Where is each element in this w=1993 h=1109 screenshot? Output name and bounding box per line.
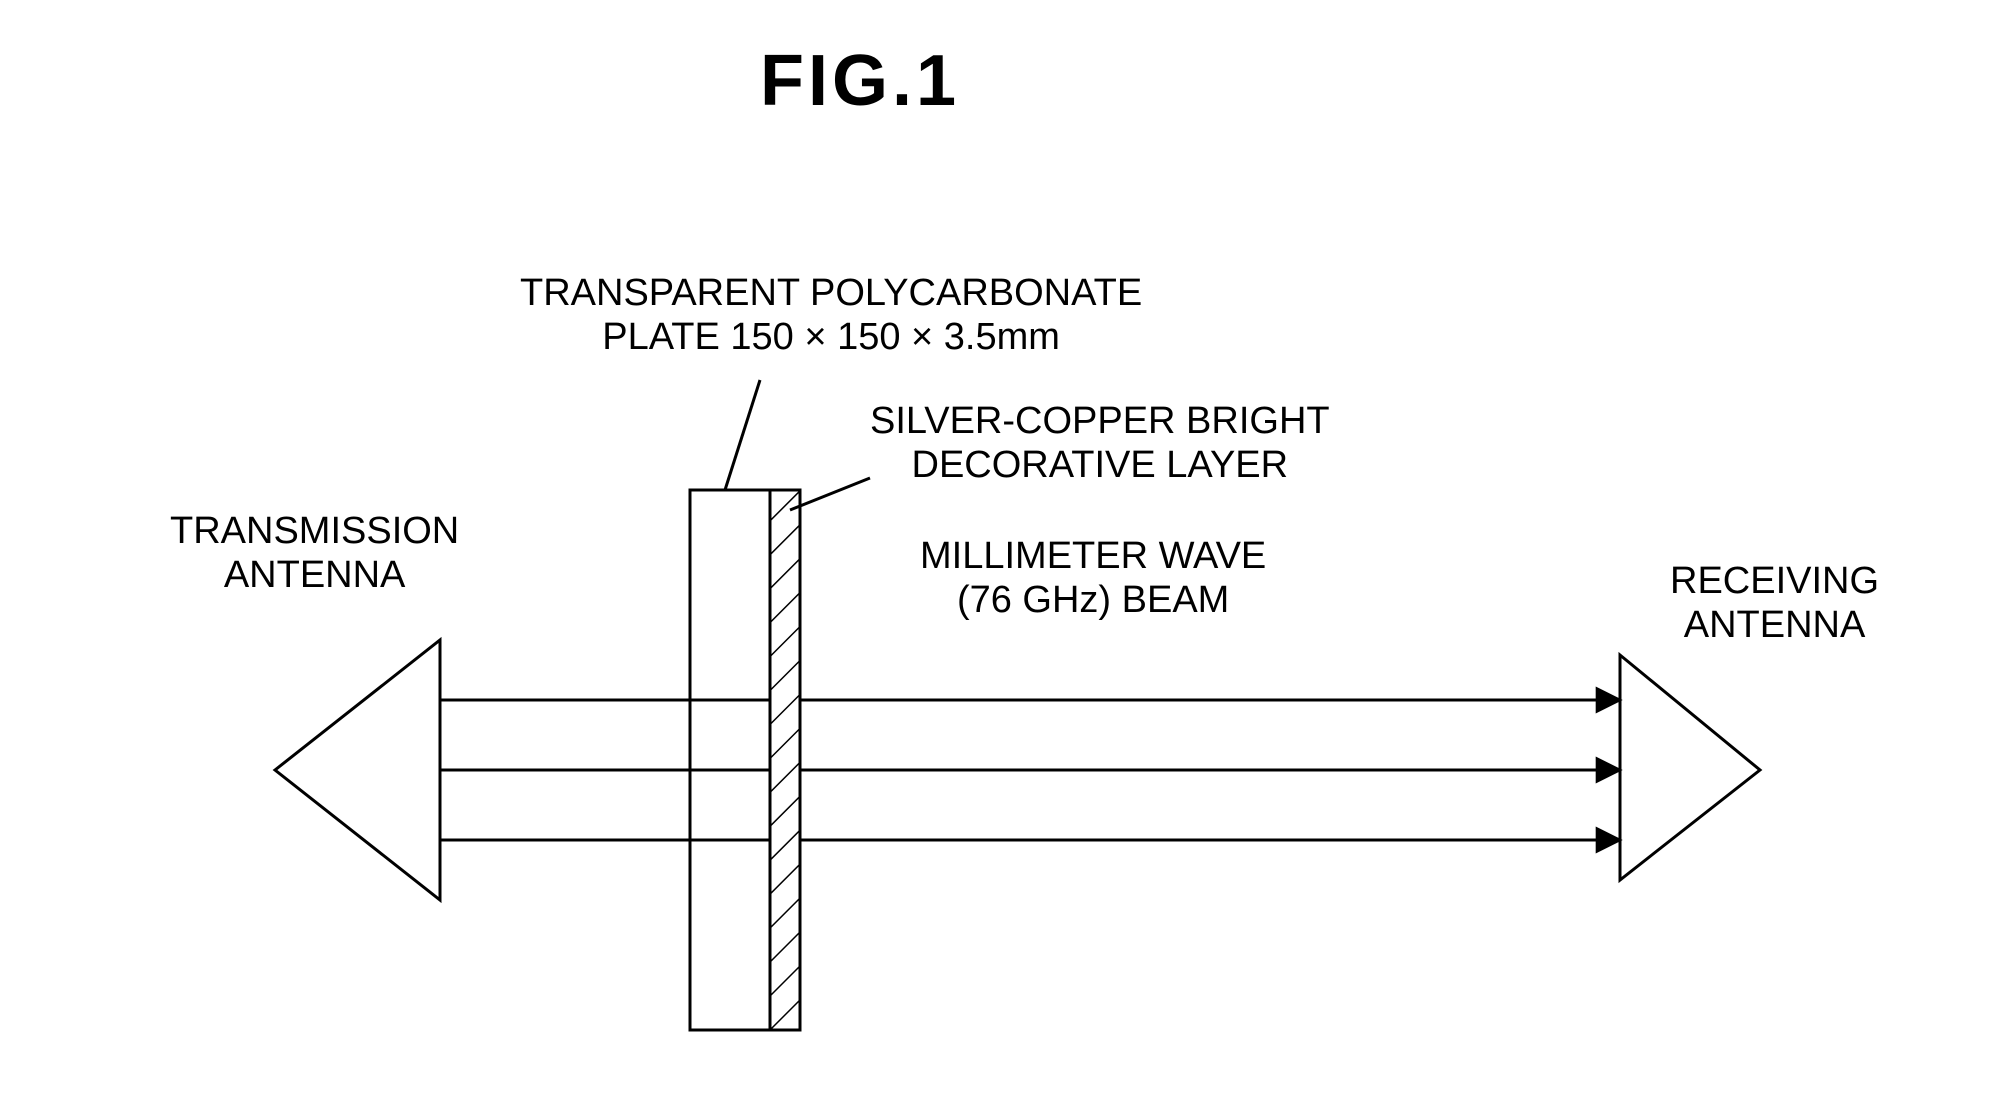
leader-plate xyxy=(725,380,760,490)
tx-antenna-icon xyxy=(275,640,440,900)
diagram-svg xyxy=(0,0,1993,1109)
figure-canvas: FIG.1 TRANSPARENT POLYCARBONATE PLATE 15… xyxy=(0,0,1993,1109)
decorative-layer xyxy=(770,490,800,1030)
polycarbonate-plate xyxy=(690,490,770,1030)
rx-antenna-icon xyxy=(1620,655,1760,880)
leader-layer xyxy=(790,478,870,510)
